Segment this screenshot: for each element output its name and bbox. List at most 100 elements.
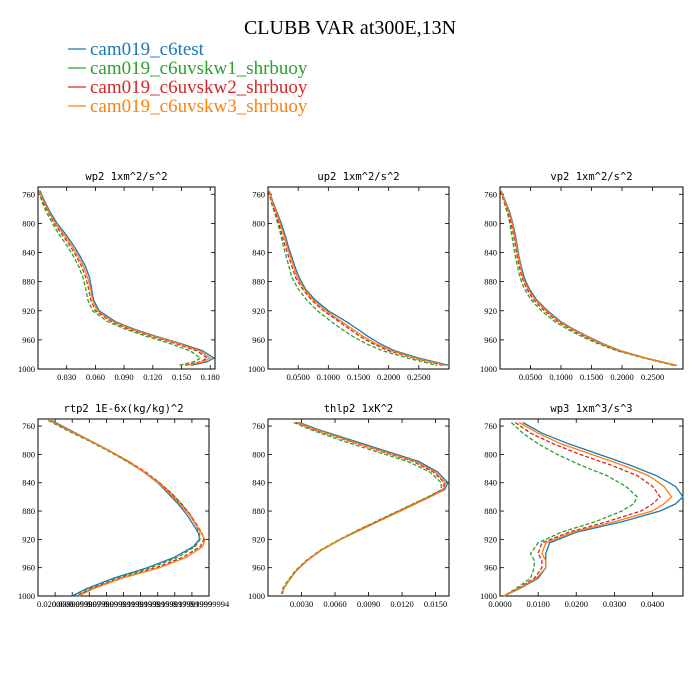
panel-title: wp3 1xm^3/s^3	[550, 403, 632, 415]
x-tick-label: 0.11999999	[121, 599, 161, 609]
series-line-1	[39, 190, 215, 367]
series-line-4	[500, 190, 677, 367]
plot-frame	[499, 418, 684, 597]
y-tick-label: 760	[252, 421, 265, 431]
series-line-1	[268, 190, 450, 367]
x-tick-label: 0.2000	[610, 372, 633, 382]
y-tick-label: 920	[252, 306, 265, 316]
y-tick-label: 960	[484, 563, 497, 573]
y-tick-label: 880	[484, 277, 497, 287]
plot-frame	[499, 186, 684, 370]
x-tick-label: 0.0300	[603, 599, 626, 609]
series-line-1	[51, 419, 201, 597]
x-tick-label: 0.2000	[377, 372, 400, 382]
y-tick-label: 920	[484, 534, 497, 544]
y-tick-label: 760	[22, 189, 35, 199]
legend: cam019_c6testcam019_c6uvskw1_shrbuoycam0…	[68, 39, 308, 117]
y-tick-label: 1000	[248, 364, 265, 374]
x-tick-label: 0.0150	[424, 599, 447, 609]
y-tick-label: 1000	[18, 591, 35, 601]
y-tick-label: 800	[484, 449, 497, 459]
x-tick-label: 0.2500	[407, 372, 430, 382]
x-tick-label: 0.1500	[580, 372, 603, 382]
x-tick-label: 0.030	[57, 372, 76, 382]
chart-panel: wp3 1xm^3/s^3 760 800 840 880 920 960 10000.000…	[480, 403, 684, 609]
series-line-2	[267, 190, 438, 367]
x-tick-label: 0.0060	[323, 599, 346, 609]
x-tick-label: 0.09999999	[103, 599, 143, 609]
x-tick-label: 0.0100	[526, 599, 549, 609]
y-tick-label: 1000	[248, 591, 265, 601]
y-tick-label: 760	[484, 421, 497, 431]
x-tick-label: 0.090	[115, 372, 134, 382]
plot-frame	[37, 186, 216, 370]
y-tick-label: 840	[252, 478, 265, 488]
series-line-1	[500, 190, 678, 367]
y-tick-label: 760	[252, 189, 265, 199]
y-tick-label: 880	[22, 506, 35, 516]
series-line-3	[38, 190, 208, 367]
legend-entry: cam019_c6test	[90, 39, 205, 60]
chart-panel: rtp2 1E-6x(kg/kg)^2 760 800 840 880 920 960 100…	[18, 403, 230, 609]
series-line-4	[268, 190, 447, 367]
y-tick-label: 960	[252, 335, 265, 345]
x-tick-label: 0.0000	[488, 599, 511, 609]
panel-title: thlp2 1xK^2	[324, 403, 394, 415]
y-tick-label: 840	[484, 478, 497, 488]
x-tick-label: 0.120	[143, 372, 162, 382]
chart-panel: thlp2 1xK^2 760 800 840 880 920 960 1000 0.0030 0…	[248, 403, 450, 609]
y-tick-label: 800	[22, 449, 35, 459]
series-line-2	[503, 422, 638, 597]
x-tick-label: 0.0400	[641, 599, 664, 609]
panel-title: rtp2 1E-6x(kg/kg)^2	[63, 403, 183, 415]
y-tick-label: 1000	[18, 364, 35, 374]
x-tick-label: 0.0500	[519, 372, 542, 382]
panel-title: vp2 1xm^2/s^2	[550, 171, 632, 183]
y-tick-label: 960	[484, 335, 497, 345]
series-line-1	[281, 421, 449, 595]
y-tick-label: 800	[252, 449, 265, 459]
x-tick-label: 0.17999999	[172, 599, 212, 609]
x-tick-label: 0.05999999	[69, 599, 109, 609]
y-tick-label: 920	[484, 306, 497, 316]
x-tick-label: 0.13999999	[138, 599, 178, 609]
x-tick-label: 0.0090	[357, 599, 380, 609]
y-tick-label: 920	[252, 534, 265, 544]
series-line-2	[499, 190, 675, 367]
x-tick-label: 0.1000	[549, 372, 572, 382]
x-tick-label: 0.0120	[390, 599, 413, 609]
x-tick-label: 0.0030	[290, 599, 313, 609]
y-tick-label: 840	[252, 248, 265, 258]
panels: wp2 1xm^2/s^2 760 800 840 880 920 960 1000 0.030…	[18, 171, 684, 609]
y-tick-label: 840	[22, 478, 35, 488]
series-line-4	[503, 421, 673, 597]
x-tick-label: 0.1000	[317, 372, 340, 382]
plot-frame	[267, 418, 450, 597]
x-tick-label: 0.060	[86, 372, 105, 382]
legend-entry: cam019_c6uvskw2_shrbuoy	[90, 77, 308, 98]
x-tick-label: 0.19999994	[189, 599, 230, 609]
figure-title: CLUBB VAR at300E,13N	[244, 17, 456, 39]
series-line-3	[503, 421, 661, 597]
y-tick-label: 1000	[480, 364, 497, 374]
x-tick-label: 0.15999999	[155, 599, 195, 609]
y-tick-label: 760	[484, 189, 497, 199]
x-tick-label: 0.2500	[641, 372, 664, 382]
y-tick-label: 1000	[480, 591, 497, 601]
y-tick-label: 880	[22, 277, 35, 287]
series-line-2	[47, 419, 201, 597]
series-line-4	[281, 421, 447, 595]
y-tick-label: 800	[252, 218, 265, 228]
series-line-3	[499, 190, 676, 367]
x-tick-label: 0.0200000	[37, 599, 73, 609]
x-tick-label: 0.07999999	[86, 599, 126, 609]
series-line-4	[38, 190, 211, 367]
y-tick-label: 760	[22, 421, 35, 431]
x-tick-label: 0.03999999	[52, 599, 92, 609]
y-tick-label: 920	[22, 534, 35, 544]
panel-title: up2 1xm^2/s^2	[317, 171, 399, 183]
chart-panel: wp2 1xm^2/s^2 760 800 840 880 920 960 1000 0.030…	[18, 171, 220, 382]
y-tick-label: 840	[22, 248, 35, 258]
y-tick-label: 920	[22, 306, 35, 316]
x-tick-label: 0.150	[172, 372, 191, 382]
